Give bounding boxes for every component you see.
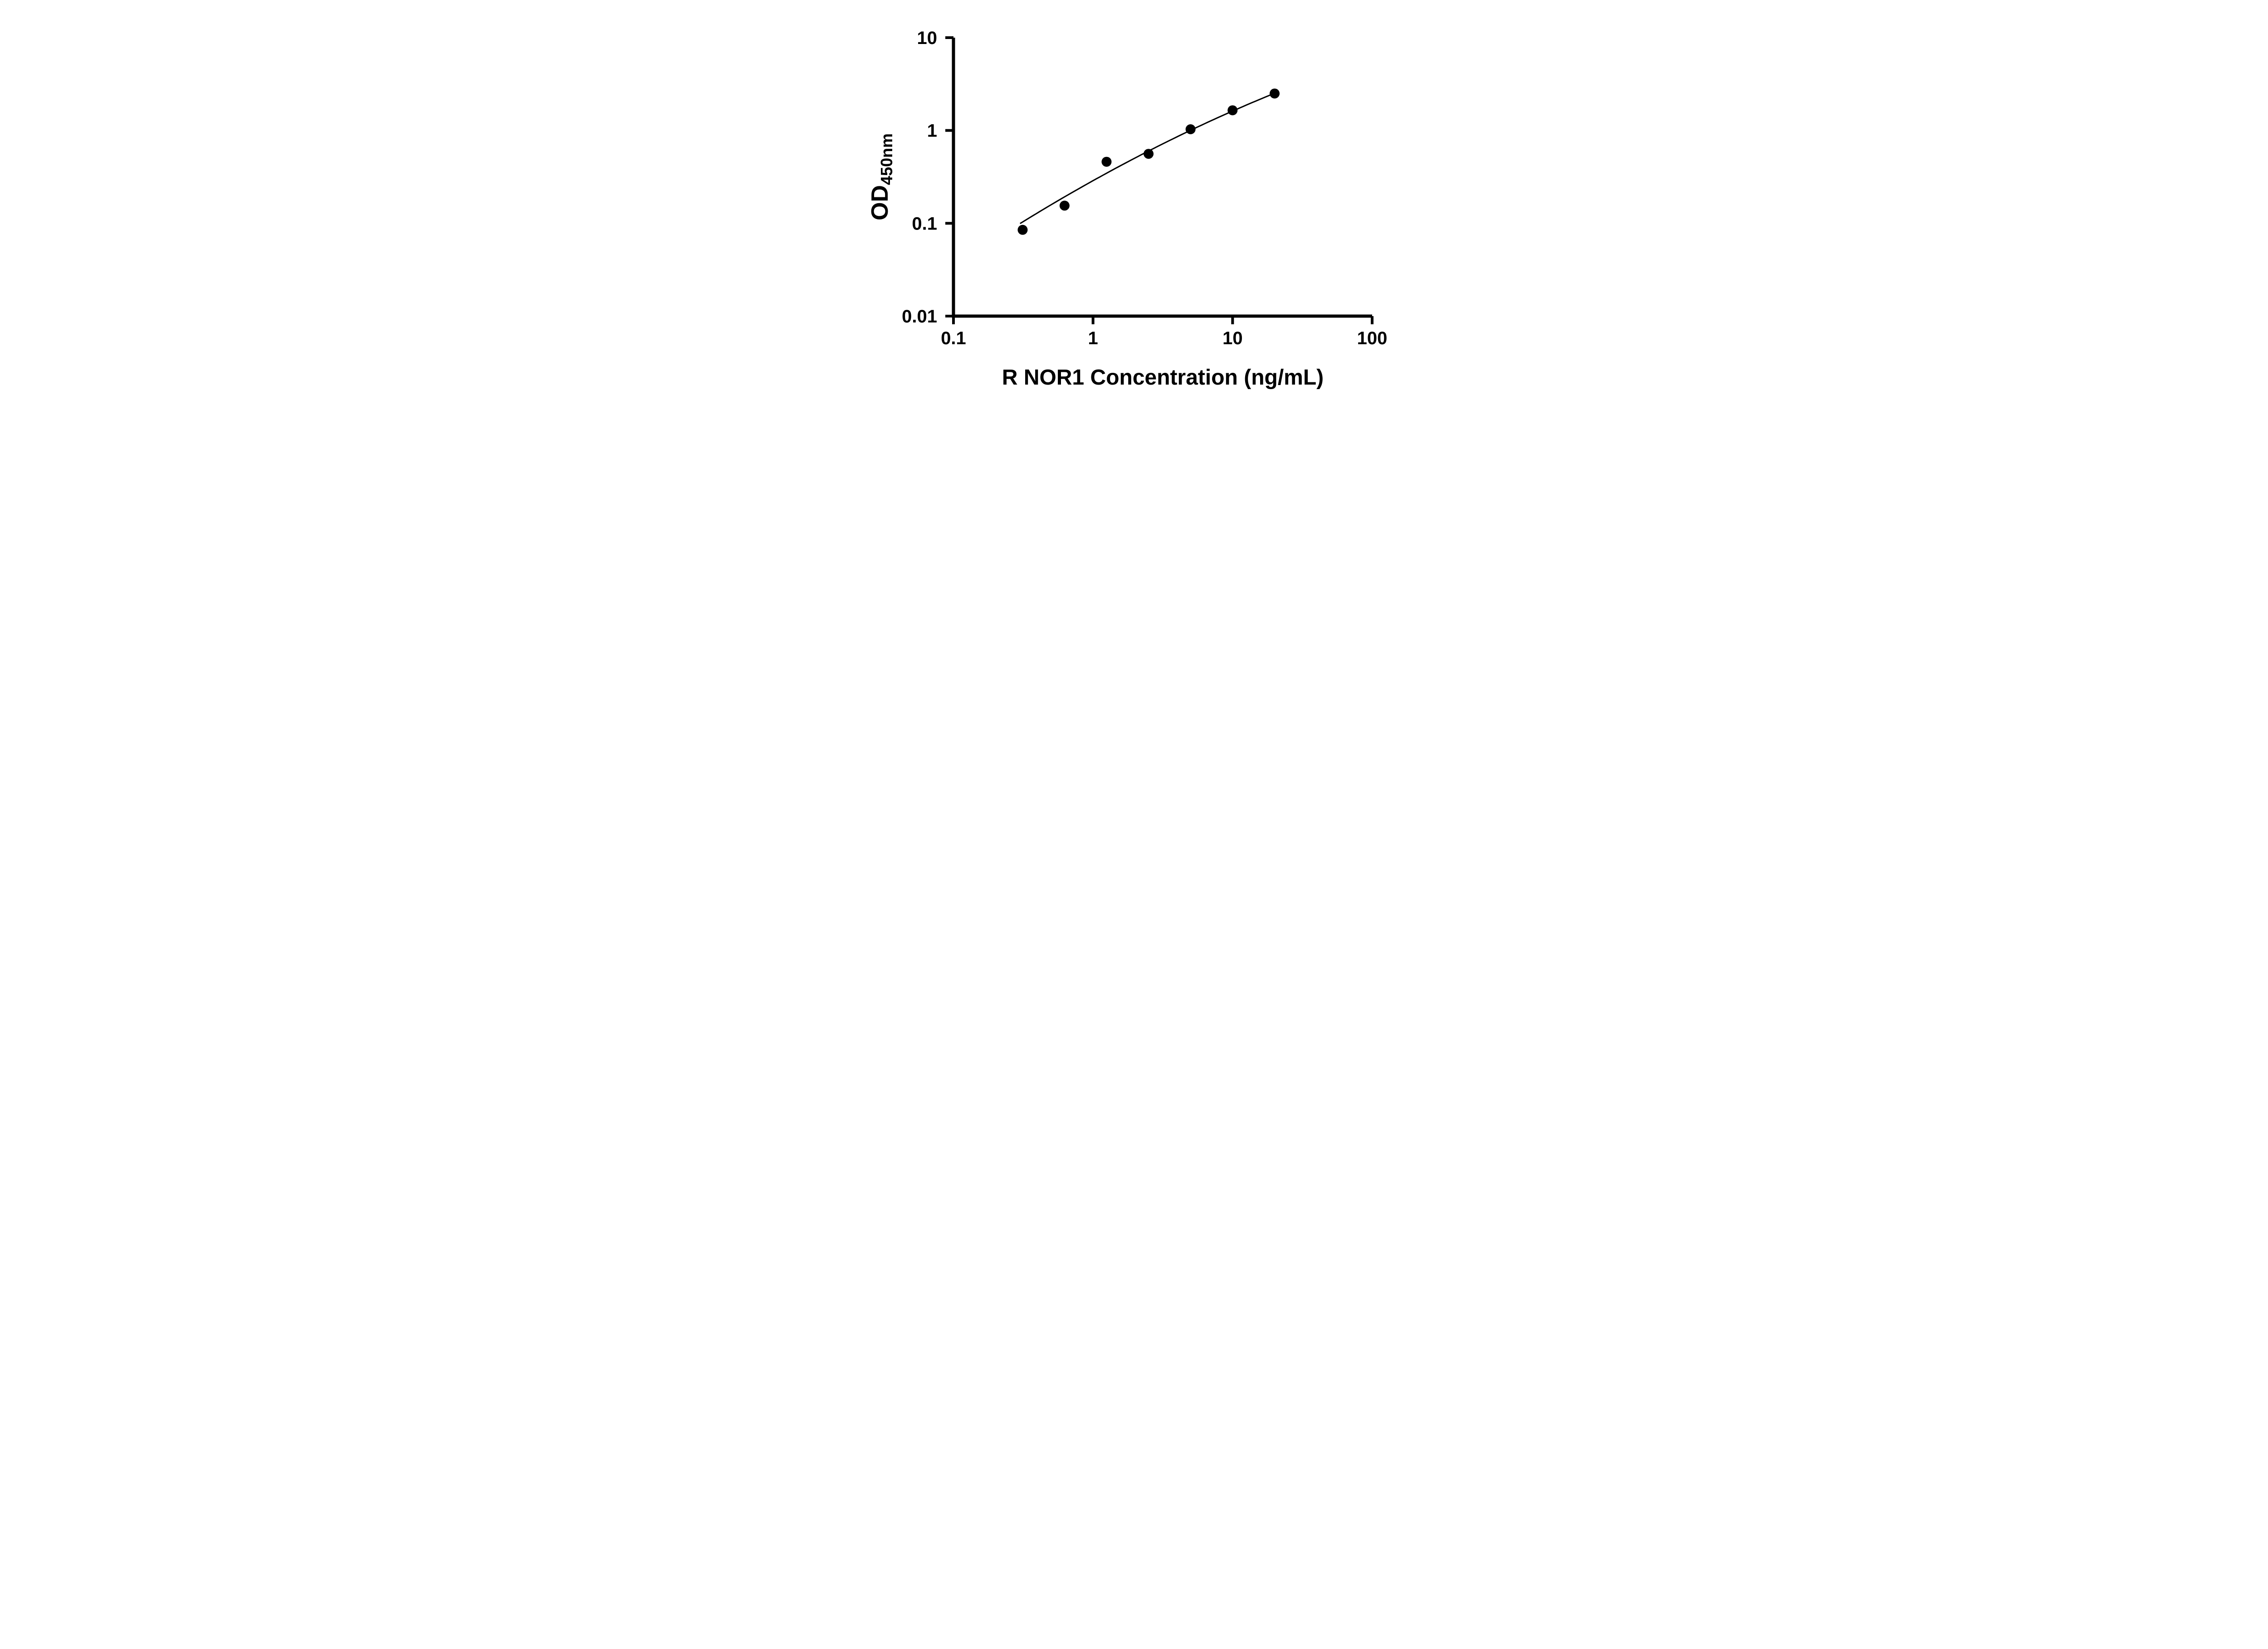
- axis-frame: [952, 38, 1372, 318]
- data-point: [1185, 124, 1196, 134]
- y-axis-title-subscript: 450nm: [877, 133, 896, 185]
- y-axis-title-main: OD: [867, 185, 893, 220]
- elisa-standard-curve-figure: 0.1 1 10 100 0.01 0.1 1 10 R NOR1 Concentration …: [842, 0, 1426, 412]
- x-tick-label: 100: [1357, 328, 1388, 348]
- y-tick-label: 0.1: [912, 214, 937, 234]
- x-axis-title: R NOR1 Concentration (ng/mL): [1002, 366, 1324, 390]
- y-tick-label: 1: [927, 121, 937, 141]
- data-point: [1227, 105, 1238, 116]
- data-point: [1101, 156, 1112, 167]
- y-axis-title: OD450nm: [867, 133, 896, 220]
- y-tick-label: 10: [917, 28, 938, 48]
- x-tick-label: 10: [1222, 328, 1243, 348]
- y-tick-label: 0.01: [902, 307, 937, 327]
- x-tick-label: 1: [1088, 328, 1098, 348]
- data-point: [1270, 88, 1280, 99]
- data-point: [1144, 149, 1154, 159]
- data-point: [1017, 224, 1028, 235]
- x-tick-label: 0.1: [941, 328, 966, 348]
- data-point: [1059, 200, 1070, 211]
